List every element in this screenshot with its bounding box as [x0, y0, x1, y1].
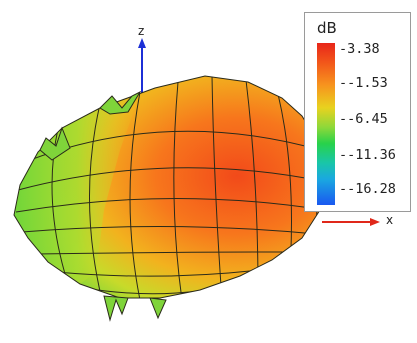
- legend-tick-2: --6.45: [339, 111, 388, 127]
- legend-tick-4: --16.28: [339, 181, 396, 197]
- radiation-pattern-surface: [13, 75, 325, 322]
- z-axis-label: z: [138, 24, 145, 38]
- x-axis-label: x: [386, 213, 394, 227]
- legend-colorbar: [317, 43, 335, 205]
- x-axis-arrowhead: [370, 218, 380, 226]
- z-axis-arrowhead: [138, 38, 146, 48]
- legend-unit-label: dB: [317, 19, 337, 37]
- legend-tick-0: -3.38: [339, 41, 380, 57]
- color-legend: dB -3.38 --1.53 --6.45 --11.36 --16.28: [304, 12, 411, 212]
- legend-tick-3: --11.36: [339, 147, 396, 163]
- legend-tick-1: --1.53: [339, 75, 388, 91]
